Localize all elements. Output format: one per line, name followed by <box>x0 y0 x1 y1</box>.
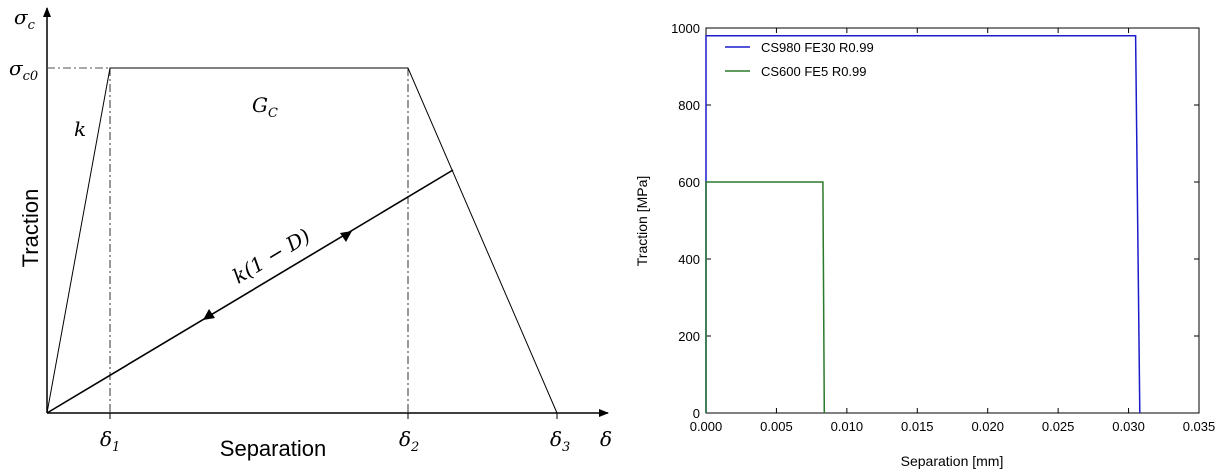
series-line-0 <box>705 34 1141 414</box>
y-tick-label: 600 <box>678 175 700 190</box>
y-tick-label: 400 <box>678 252 700 267</box>
y-tick-label: 800 <box>678 98 700 113</box>
plot-frame <box>705 27 1200 414</box>
data-chart: 0.000 0.005 0.010 0.015 0.020 0.025 0.030 0.035… <box>634 21 1215 469</box>
y-tick-label: 0 <box>693 406 700 421</box>
x-tick-label: 0.035 <box>1183 419 1216 434</box>
separation-axis-label: Separation <box>220 436 326 461</box>
unload-arrow-head <box>203 309 215 320</box>
x-tick-label: 0.020 <box>971 419 1004 434</box>
delta2-label: δ2 <box>399 427 419 455</box>
traction-axis-label: Traction <box>18 189 43 268</box>
series-line-1 <box>705 181 826 414</box>
x-tick-label: 0.025 <box>1042 419 1075 434</box>
legend-label-cs980: CS980 FE30 R0.99 <box>761 40 874 55</box>
x-ticks: 0.000 0.005 0.010 0.015 0.020 0.025 0.030 0.035 <box>690 28 1216 434</box>
x-axis-label: Separation [mm] <box>901 453 1004 469</box>
sigma-c0-label: σc0 <box>9 56 38 84</box>
x-tick-label: 0.010 <box>831 419 864 434</box>
y-axis-label: Traction [MPa] <box>634 176 650 267</box>
x-tick-label: 0.005 <box>760 419 793 434</box>
legend-label-cs600: CS600 FE5 R0.99 <box>761 64 867 79</box>
y-ticks: 0 200 400 600 800 1000 <box>671 21 1199 421</box>
reload-arrow-head <box>340 231 352 242</box>
fracture-energy-label: GC <box>252 93 278 121</box>
stiffness-k-label: k <box>74 117 86 141</box>
y-tick-label: 200 <box>678 329 700 344</box>
x-tick-label: 0.000 <box>690 419 723 434</box>
y-tick-label: 1000 <box>671 21 700 36</box>
x-tick-label: 0.015 <box>901 419 934 434</box>
series-lines <box>705 34 1141 414</box>
schematic-chart: Traction Separation σc σc0 δ δ1 δ2 δ3 k … <box>9 5 612 461</box>
sigma-c-symbol: σc <box>14 5 36 33</box>
unloading-line <box>46 169 454 414</box>
trapezoid-law-curve <box>46 67 558 414</box>
x-tick-label: 0.030 <box>1112 419 1145 434</box>
delta3-label: δ3 <box>550 427 570 455</box>
legend: CS980 FE30 R0.99 CS600 FE5 R0.99 <box>725 40 874 79</box>
delta-axis-symbol: δ <box>600 427 612 451</box>
delta1-label: δ1 <box>100 427 120 455</box>
